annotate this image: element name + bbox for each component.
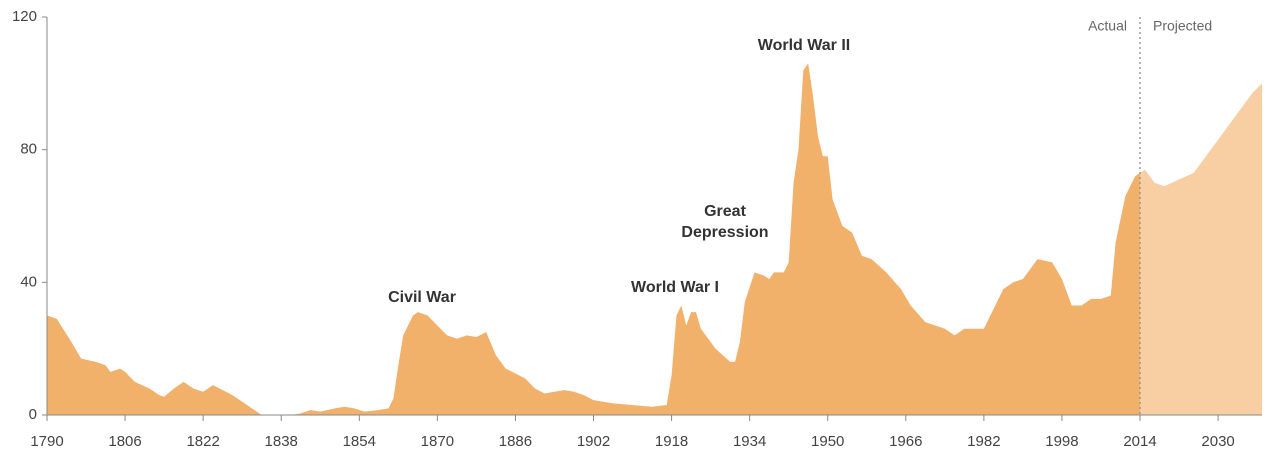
area xyxy=(1140,83,1262,415)
x-tick-label: 1966 xyxy=(889,433,922,450)
x-tick-label: 1854 xyxy=(343,433,376,450)
actual-label: Actual xyxy=(1088,18,1127,34)
annotation: World War I xyxy=(631,279,719,296)
y-tick-label: 40 xyxy=(20,273,37,290)
x-tick-label: 1822 xyxy=(186,433,219,450)
area xyxy=(47,63,1141,415)
y-tick-label: 80 xyxy=(20,141,37,158)
x-tick-label: 1982 xyxy=(967,433,1000,450)
annotation: Civil War xyxy=(388,289,456,306)
x-tick-label: 2030 xyxy=(1201,433,1234,450)
x-tick-label: 1902 xyxy=(577,433,610,450)
x-tick-label: 1950 xyxy=(811,433,844,450)
x-tick-label: 1806 xyxy=(108,433,141,450)
x-tick-label: 1918 xyxy=(655,433,688,450)
x-tick-label: 1998 xyxy=(1045,433,1078,450)
x-tick-label: 1870 xyxy=(421,433,454,450)
projected-label: Projected xyxy=(1153,18,1212,34)
annotation: Great Depression xyxy=(681,203,769,241)
x-tick-label: 1838 xyxy=(265,433,298,450)
x-tick-label: 1886 xyxy=(499,433,532,450)
x-tick-label: 2014 xyxy=(1123,433,1156,450)
x-tick-label: 1790 xyxy=(30,433,63,450)
x-tick-label: 1934 xyxy=(733,433,766,450)
annotation: World War II xyxy=(757,37,851,54)
y-tick-label: 120 xyxy=(12,8,37,25)
y-tick-label: 0 xyxy=(29,406,37,423)
